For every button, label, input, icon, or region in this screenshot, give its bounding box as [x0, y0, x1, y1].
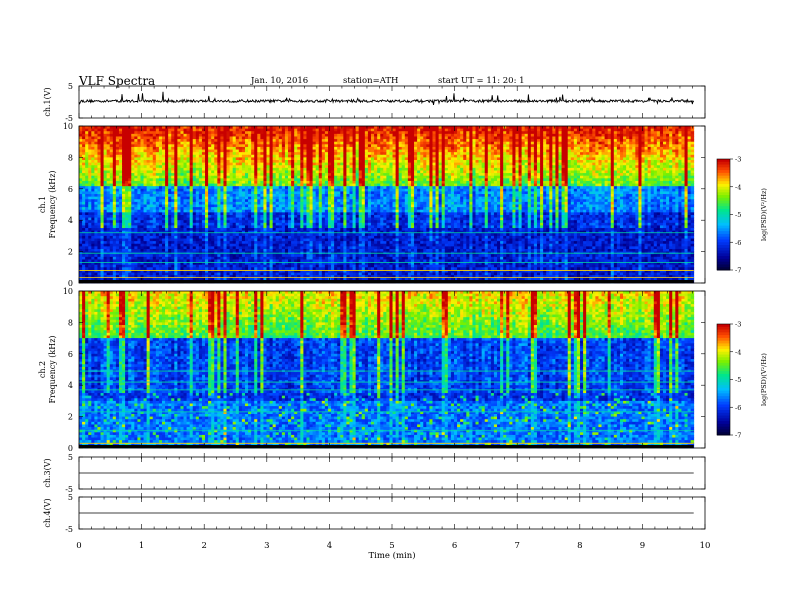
- x-tick-label: 0: [76, 541, 81, 551]
- y-tick-label: -5: [65, 485, 73, 494]
- y-tick-label: 5: [68, 493, 73, 502]
- ch2-spectrogram-ylabel: ch.2: [38, 361, 47, 378]
- y-tick-label: 6: [68, 350, 73, 359]
- y-tick-label: 2: [68, 413, 73, 422]
- y-tick-label: 0: [68, 279, 73, 288]
- ch3-voltage-ylabel: ch.3(V): [43, 458, 52, 487]
- y-tick-label: 8: [68, 153, 73, 162]
- x-axis-label: Time (min): [368, 550, 415, 561]
- station-label: station=ATH: [343, 76, 398, 86]
- y-tick-label: -5: [65, 525, 73, 534]
- colorbar-tick-label: -6: [735, 404, 741, 412]
- colorbar-tick-label: -4: [735, 183, 741, 191]
- y-tick-label: 2: [68, 248, 73, 257]
- ch2-spectrogram-colorbar: -3 -4 -5 -6 -7 log(PSD)(V²/Hz): [716, 321, 768, 440]
- y-tick-label: 5: [68, 82, 73, 91]
- colorbar-tick-label: -5: [735, 376, 741, 384]
- x-tick-label: 10: [700, 541, 711, 551]
- ch2-spectrogram-image: [79, 291, 695, 449]
- colorbar-tick-label: -3: [735, 321, 741, 329]
- ch1-spectrogram-colorbar: -3 -4 -5 -6 -7 log(PSD)(V²/Hz): [716, 156, 768, 275]
- ch4-voltage-ylabel: ch.4(V): [43, 498, 52, 527]
- colorbar-tick-label: -7: [735, 432, 741, 440]
- y-tick-label: 10: [63, 287, 73, 296]
- ch2-spectrogram-frame: [78, 290, 706, 449]
- ch1-spectrogram-base: [79, 280, 694, 283]
- y-tick-label: 4: [68, 216, 73, 225]
- y-tick-label: -5: [65, 114, 73, 123]
- ch1-spectrogram-image: [79, 126, 695, 284]
- date-label: Jan. 10, 2016: [251, 76, 308, 86]
- x-tick-label: 2: [201, 541, 206, 551]
- x-tick-label: 6: [452, 541, 457, 551]
- start-ut-label: start UT = 11: 20: 1: [438, 76, 525, 86]
- colorbar-tick-label: -3: [735, 156, 741, 164]
- ch2-spectrogram-ylabel: Frequency (kHz): [48, 335, 57, 403]
- colorbar-tick-label: -5: [735, 211, 741, 219]
- y-tick-label: 6: [68, 185, 73, 194]
- colorbar-tick-label: -6: [735, 239, 741, 247]
- y-tick-label: 10: [63, 122, 73, 131]
- x-tick-label: 3: [264, 541, 269, 551]
- figure-title: VLF Spectra: [79, 74, 155, 88]
- x-tick-label: 8: [577, 541, 582, 551]
- colorbar-tick-label: -7: [735, 267, 741, 275]
- y-tick-label: 0: [68, 444, 73, 453]
- colorbar-tick-label: -4: [735, 348, 741, 356]
- y-tick-label: 4: [68, 381, 73, 390]
- x-tick-label: 4: [327, 541, 332, 551]
- ch1-voltage-trace: [78, 91, 695, 106]
- ch2-spectrogram-colorbar-label: log(PSD)(V²/Hz): [760, 353, 768, 406]
- ch1-spectrogram-ylabel: ch.1: [38, 196, 47, 213]
- x-tick-label: 1: [139, 541, 144, 551]
- ch1-voltage-frame: [78, 85, 706, 119]
- ch1-voltage-ylabel: ch.1(V): [43, 87, 52, 116]
- x-tick-label: 9: [640, 541, 645, 551]
- ch1-spectrogram-frame: [78, 125, 706, 284]
- ch1-spectrogram-ylabel: Frequency (kHz): [48, 170, 57, 238]
- y-tick-label: 8: [68, 318, 73, 327]
- x-tick-label: 5: [389, 541, 394, 551]
- y-tick-label: 5: [68, 453, 73, 462]
- x-tick-label: 7: [514, 541, 519, 551]
- ch1-spectrogram-colorbar-label: log(PSD)(V²/Hz): [760, 188, 768, 241]
- ch2-spectrogram-base: [79, 445, 694, 448]
